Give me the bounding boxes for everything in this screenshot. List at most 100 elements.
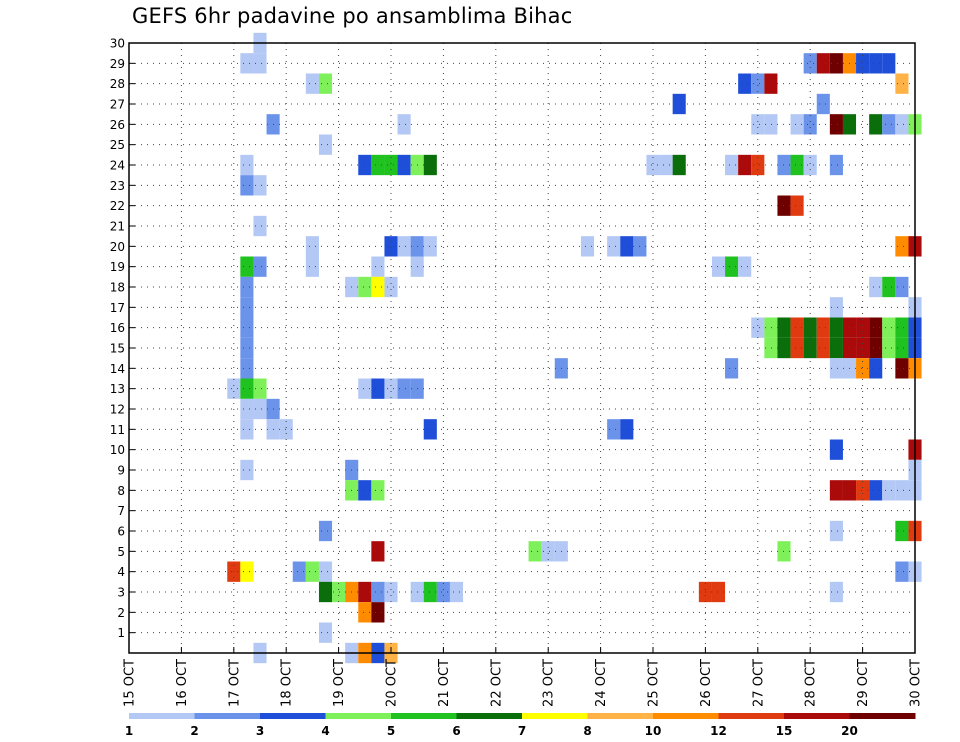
heat-cell xyxy=(607,419,621,440)
heat-cell xyxy=(607,236,621,257)
heat-cell xyxy=(397,114,411,135)
heat-cell xyxy=(869,337,883,359)
heat-cell xyxy=(829,520,843,542)
heat-cell xyxy=(882,480,896,501)
heat-cell xyxy=(790,154,804,176)
heat-cell xyxy=(764,337,778,359)
heat-cell xyxy=(305,236,319,257)
heat-cell xyxy=(292,561,306,582)
heat-cell xyxy=(882,114,896,135)
heat-cell xyxy=(253,175,267,196)
heat-cell xyxy=(895,337,909,359)
legend-label: 5 xyxy=(387,724,395,738)
heat-cell xyxy=(829,297,843,318)
y-tick-label: 27 xyxy=(110,98,125,112)
heat-cell xyxy=(397,378,411,399)
heat-cell xyxy=(371,581,385,603)
heat-cell xyxy=(764,317,778,338)
x-tick-label: 18 OCT xyxy=(280,659,295,707)
y-tick-label: 18 xyxy=(110,281,125,295)
x-tick-label: 15 OCT xyxy=(123,659,138,707)
y-tick-label: 20 xyxy=(110,240,125,254)
heat-cell xyxy=(620,236,634,257)
heat-cell xyxy=(829,53,843,74)
heat-cell xyxy=(829,581,843,603)
x-tick-label: 26 OCT xyxy=(699,659,714,707)
heat-cell xyxy=(751,73,765,94)
heat-cell xyxy=(869,114,883,135)
heat-cell xyxy=(869,276,883,298)
heat-cell xyxy=(332,581,346,603)
heat-cell xyxy=(856,317,870,338)
y-tick-label: 19 xyxy=(110,260,125,274)
heat-cell xyxy=(423,419,437,440)
heat-cell xyxy=(318,134,333,155)
heat-cell xyxy=(240,398,254,420)
heat-cell xyxy=(240,358,254,379)
heat-cell xyxy=(803,114,817,135)
heat-cell xyxy=(764,73,778,94)
heat-cell xyxy=(318,73,333,94)
heat-cell xyxy=(751,114,765,135)
heat-cell xyxy=(371,256,385,277)
heat-cell xyxy=(384,236,398,257)
legend-label: 4 xyxy=(321,724,329,738)
heat-cell xyxy=(829,480,843,501)
legend-label: 10 xyxy=(645,724,662,738)
y-tick-label: 23 xyxy=(110,179,125,193)
heat-cell xyxy=(790,114,804,135)
heat-cell xyxy=(738,256,752,277)
heat-cell xyxy=(882,317,896,338)
heat-cell xyxy=(305,256,319,277)
x-tick-label: 25 OCT xyxy=(647,659,662,707)
heat-cell xyxy=(240,256,254,277)
heat-cell xyxy=(711,581,726,603)
heat-cell xyxy=(279,419,293,440)
heat-cell xyxy=(672,93,686,115)
heat-cell xyxy=(711,256,726,277)
heat-cell xyxy=(895,114,909,135)
y-tick-label: 13 xyxy=(110,382,125,396)
heat-cell xyxy=(751,317,765,338)
heat-cell xyxy=(541,541,555,562)
heat-cell xyxy=(829,358,843,379)
heat-cell xyxy=(397,236,411,257)
y-tick-label: 24 xyxy=(110,159,125,173)
heat-cell xyxy=(672,154,686,176)
heat-cell xyxy=(371,541,385,562)
y-tick-label: 6 xyxy=(117,525,125,539)
legend-label: 20 xyxy=(841,724,858,738)
heat-cell xyxy=(240,53,254,74)
y-tick-label: 8 xyxy=(117,484,125,498)
heat-cell xyxy=(358,602,372,623)
legend-swatch xyxy=(325,713,392,719)
y-tick-label: 11 xyxy=(110,423,125,437)
legend-label: 8 xyxy=(583,724,591,738)
x-tick-label: 29 OCT xyxy=(856,659,871,707)
heat-cell xyxy=(620,419,634,440)
legend-swatch xyxy=(718,713,785,719)
heat-cell xyxy=(816,53,830,74)
y-tick-label: 10 xyxy=(110,443,125,457)
heat-cell xyxy=(895,236,909,257)
heat-cell xyxy=(882,53,896,74)
heat-cell xyxy=(856,358,870,379)
heat-cell xyxy=(738,73,752,94)
legend-swatch xyxy=(653,713,719,719)
heat-cell xyxy=(240,154,254,176)
heat-cell xyxy=(371,154,385,176)
heat-cell xyxy=(384,154,398,176)
heat-cell xyxy=(856,337,870,359)
x-tick-label: 20 OCT xyxy=(385,659,400,707)
heat-cell xyxy=(397,154,411,176)
heat-cell xyxy=(449,581,464,603)
heat-cell xyxy=(725,358,739,379)
heat-cell xyxy=(869,317,883,338)
legend-swatch xyxy=(391,713,457,719)
heat-cell xyxy=(816,337,830,359)
x-tick-label: 30 OCT xyxy=(909,659,924,707)
heat-cell xyxy=(240,378,254,399)
legend-swatch xyxy=(784,713,850,719)
y-tick-label: 25 xyxy=(110,138,125,152)
legend-swatch xyxy=(849,713,916,719)
